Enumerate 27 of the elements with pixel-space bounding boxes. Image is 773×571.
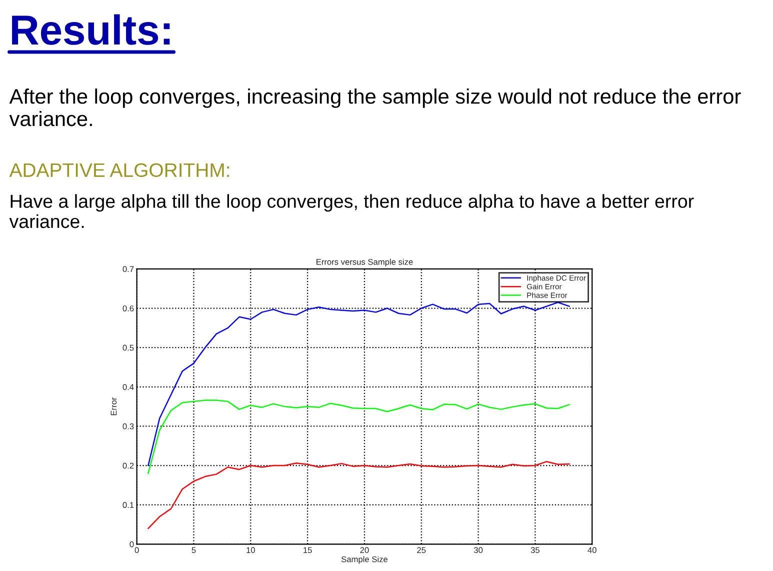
x-axis-title: Sample Size <box>341 556 388 564</box>
y-tick-label: 0.6 <box>122 305 134 312</box>
x-tick-label: 35 <box>530 547 540 554</box>
x-tick-label: 20 <box>360 547 369 554</box>
y-tick-label: 0.7 <box>122 266 134 272</box>
x-tick-label: 25 <box>417 547 426 554</box>
text: Have a large alpha till the loop converges, then reduce alpha to have a better error variance. <box>9 194 694 228</box>
y-tick-label: 0 <box>130 541 134 548</box>
x-tick-label: 10 <box>246 547 255 554</box>
line-series <box>148 302 570 466</box>
x-tick-label: 5 <box>192 547 196 554</box>
text: After the loop converges, increasing the sample size would not reduce the error variance. <box>9 88 741 126</box>
line-series <box>148 460 570 530</box>
y-tick-label: 0.3 <box>122 423 134 430</box>
y-axis-title: Error <box>110 397 117 416</box>
x-tick-label: 0 <box>134 547 139 554</box>
y-tick-label: 0.1 <box>122 502 134 508</box>
x-tick-label: 30 <box>474 547 483 554</box>
line-series <box>148 400 570 474</box>
chart-title: Errors versus Sample size <box>316 258 413 267</box>
y-tick-label: 0.4 <box>122 384 134 390</box>
y-tick-label: 0.5 <box>122 344 134 351</box>
text: ADAPTIVE ALGORITHM: <box>9 163 229 178</box>
y-tick-label: 0.2 <box>122 462 134 469</box>
x-tick-label: 40 <box>588 547 596 554</box>
x-tick-label: 15 <box>304 547 312 554</box>
text: Results: <box>12 14 170 45</box>
